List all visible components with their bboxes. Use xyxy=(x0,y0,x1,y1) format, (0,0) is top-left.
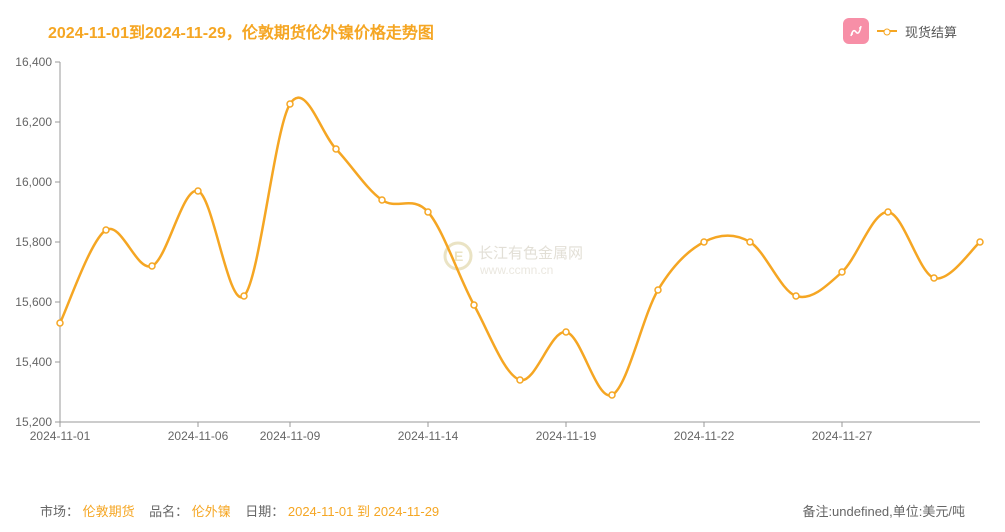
data-point xyxy=(471,302,477,308)
product-value: 伦外镍 xyxy=(192,504,231,519)
legend-label: 现货结算 xyxy=(905,22,957,41)
footer-left: 市场： 伦敦期货 品名： 伦外镍 日期： 2024-11-01 到 2024-1… xyxy=(40,501,439,520)
x-tick-label: 2024-11-22 xyxy=(674,429,735,443)
data-point xyxy=(57,320,63,326)
data-point xyxy=(793,293,799,299)
y-tick-label: 15,400 xyxy=(15,355,52,369)
y-tick-label: 15,200 xyxy=(15,415,52,429)
y-tick-label: 15,800 xyxy=(15,235,52,249)
legend: 现货结算 xyxy=(843,18,957,44)
market-label: 市场： xyxy=(40,504,79,519)
chart-header: 2024-11-01到2024-11-29，伦敦期货伦外镍价格走势图 现货结算 xyxy=(0,0,1005,52)
data-point xyxy=(977,239,983,245)
x-tick-label: 2024-11-01 xyxy=(30,429,91,443)
product-label: 品名： xyxy=(149,504,188,519)
y-tick-label: 15,600 xyxy=(15,295,52,309)
data-point xyxy=(241,293,247,299)
chart-footer: 市场： 伦敦期货 品名： 伦外镍 日期： 2024-11-01 到 2024-1… xyxy=(0,501,1005,520)
x-tick-label: 2024-11-19 xyxy=(536,429,597,443)
data-point xyxy=(287,101,293,107)
data-point xyxy=(609,392,615,398)
data-point xyxy=(931,275,937,281)
data-point xyxy=(517,377,523,383)
chart-area: 15,200 15,400 15,600 15,800 16,000 16,200 16,4… xyxy=(0,52,1005,472)
legend-icon xyxy=(843,18,869,44)
data-point xyxy=(747,239,753,245)
legend-series-marker xyxy=(877,30,897,32)
data-point xyxy=(839,269,845,275)
data-point xyxy=(333,146,339,152)
data-point xyxy=(425,209,431,215)
data-point xyxy=(103,227,109,233)
market-value: 伦敦期货 xyxy=(83,504,135,519)
data-point xyxy=(885,209,891,215)
footer-note: 备注:undefined,单位:美元/吨 xyxy=(802,501,965,520)
data-point xyxy=(149,263,155,269)
data-point xyxy=(563,329,569,335)
x-tick-label: 2024-11-09 xyxy=(260,429,321,443)
date-label: 日期： xyxy=(245,504,284,519)
svg-text:www.ccmn.cn: www.ccmn.cn xyxy=(479,263,553,277)
data-point xyxy=(379,197,385,203)
line-chart-svg: 15,200 15,400 15,600 15,800 16,000 16,200 16,4… xyxy=(0,52,1005,472)
chart-title: 2024-11-01到2024-11-29，伦敦期货伦外镍价格走势图 xyxy=(48,19,434,43)
date-value: 2024-11-01 到 2024-11-29 xyxy=(288,504,439,519)
x-tick-label: 2024-11-27 xyxy=(812,429,873,443)
data-point xyxy=(701,239,707,245)
svg-text:长江有色金属网: 长江有色金属网 xyxy=(478,245,583,262)
y-tick-label: 16,400 xyxy=(15,55,52,69)
y-tick-label: 16,200 xyxy=(15,115,52,129)
data-point xyxy=(655,287,661,293)
watermark: E长江有色金属网www.ccmn.cn xyxy=(445,243,583,277)
y-tick-label: 16,000 xyxy=(15,175,52,189)
data-point xyxy=(195,188,201,194)
x-tick-label: 2024-11-06 xyxy=(168,429,229,443)
x-tick-label: 2024-11-14 xyxy=(398,429,459,443)
